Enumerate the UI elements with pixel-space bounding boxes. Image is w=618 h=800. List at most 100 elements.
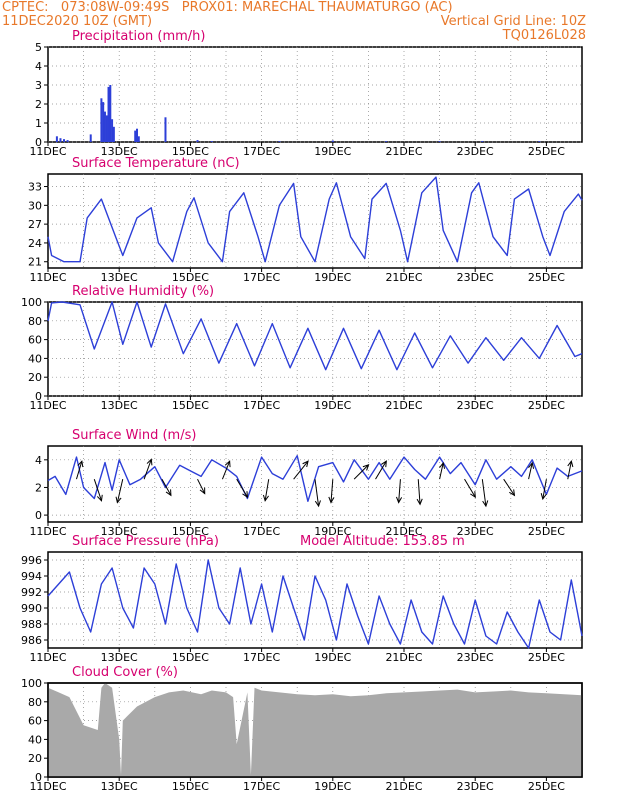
wind-arrow <box>264 479 270 501</box>
precip-bar <box>102 102 105 142</box>
precip-bar <box>105 115 108 142</box>
x-tick-label: 23DEC <box>457 525 494 538</box>
y-tick-label: 992 <box>21 586 42 599</box>
wind-arrow <box>221 460 231 480</box>
wind-arrow <box>417 479 421 505</box>
precip-bar <box>481 141 484 142</box>
y-tick-label: 60 <box>28 715 42 728</box>
wind-arrow-head <box>328 496 335 504</box>
y-tick-label: 80 <box>28 315 42 328</box>
wind-arrow-head <box>509 489 516 497</box>
x-tick-label: 11DEC <box>29 399 66 412</box>
wind-arrow-head <box>528 461 535 469</box>
precip-bar <box>59 138 62 142</box>
wind-arrow <box>76 461 83 480</box>
precip-bar <box>278 141 281 142</box>
x-tick-label: 23DEC <box>457 651 494 664</box>
y-tick-label: 2 <box>35 481 42 494</box>
x-tick-label: 11DEC <box>29 525 66 538</box>
x-tick-label: 21DEC <box>385 399 422 412</box>
wind-arrow-head <box>96 494 103 502</box>
precip-bar <box>136 128 138 142</box>
x-tick-label: 17DEC <box>243 651 280 664</box>
panel-frame <box>47 445 583 523</box>
wind-arrow <box>293 460 309 480</box>
wind-arrow <box>314 479 320 507</box>
wind-arrow-head <box>146 458 153 466</box>
x-tick-label: 15DEC <box>172 780 209 793</box>
wind-arrow-head <box>314 500 321 508</box>
series-line <box>47 301 583 371</box>
cloud-area <box>48 683 582 777</box>
x-tick-label: 13DEC <box>101 525 138 538</box>
y-tick-label: 994 <box>21 570 42 583</box>
panel-annotation: Model Altitude: 153.85 m <box>300 534 465 549</box>
x-tick-label: 15DEC <box>172 651 209 664</box>
y-tick-label: 988 <box>21 618 42 631</box>
wind-arrow <box>542 479 547 500</box>
y-tick-label: 21 <box>28 256 42 269</box>
x-tick-label: 21DEC <box>385 651 422 664</box>
precip-bar <box>55 136 58 142</box>
x-tick-label: 17DEC <box>243 525 280 538</box>
y-tick-label: 1 <box>35 117 42 130</box>
precip-bar <box>196 140 199 142</box>
header-model-id: TQ0126L028 <box>502 28 586 43</box>
x-tick-label: 23DEC <box>457 780 494 793</box>
wind-arrow <box>503 478 515 496</box>
y-tick-label: 100 <box>21 296 42 309</box>
x-tick-label: 11DEC <box>29 271 66 284</box>
x-tick-label: 25DEC <box>528 145 565 158</box>
y-tick-label: 24 <box>28 237 42 250</box>
wind-arrow-head <box>302 460 309 468</box>
y-tick-label: 0 <box>35 509 42 522</box>
y-tick-label: 40 <box>28 352 42 365</box>
wind-arrow <box>93 479 102 501</box>
x-tick-label: 11DEC <box>29 145 66 158</box>
wind-arrow-head <box>567 460 574 468</box>
y-tick-label: 0 <box>35 136 42 149</box>
wind-arrow <box>236 478 248 498</box>
wind-arrow-head <box>115 496 122 504</box>
wind-arrow <box>161 478 172 496</box>
wind-arrow-head <box>224 460 231 468</box>
y-tick-label: 33 <box>28 181 42 194</box>
y-tick-label: 986 <box>21 634 42 647</box>
series-line <box>47 559 583 649</box>
panel-frame <box>47 551 583 649</box>
precip-bar <box>107 86 110 142</box>
wind-arrow-head <box>77 460 84 468</box>
wind-arrow-head <box>540 493 547 501</box>
x-tick-label: 13DEC <box>101 780 138 793</box>
x-tick-label: 15DEC <box>172 145 209 158</box>
x-tick-label: 21DEC <box>385 145 422 158</box>
y-tick-label: 60 <box>28 334 42 347</box>
y-tick-label: 5 <box>35 41 42 54</box>
x-tick-label: 19DEC <box>314 399 351 412</box>
wind-arrow-head <box>199 487 206 495</box>
y-tick-label: 990 <box>21 602 42 615</box>
y-tick-label: 3 <box>35 79 42 92</box>
precip-bar <box>331 140 334 142</box>
y-tick-label: 40 <box>28 733 42 746</box>
wind-arrow <box>481 479 487 507</box>
x-tick-label: 19DEC <box>314 145 351 158</box>
header-line1: CPTEC: 073:08W-09:49S PROX01: MARECHAL T… <box>2 0 453 15</box>
panel-title: Surface Wind (m/s) <box>72 428 196 443</box>
header-datetime: 11DEC2020 10Z (GMT) <box>2 14 153 29</box>
x-tick-label: 21DEC <box>385 780 422 793</box>
x-tick-label: 13DEC <box>101 271 138 284</box>
y-tick-label: 996 <box>21 554 42 567</box>
x-tick-label: 17DEC <box>243 780 280 793</box>
y-tick-label: 27 <box>28 218 42 231</box>
x-tick-label: 13DEC <box>101 651 138 664</box>
x-tick-label: 11DEC <box>29 651 66 664</box>
x-tick-label: 13DEC <box>101 145 138 158</box>
y-tick-label: 20 <box>28 752 42 765</box>
y-tick-label: 20 <box>28 371 42 384</box>
y-tick-label: 80 <box>28 696 42 709</box>
wind-arrow-head <box>470 491 476 499</box>
panel-frame <box>47 301 583 397</box>
precip-bar <box>210 141 213 142</box>
